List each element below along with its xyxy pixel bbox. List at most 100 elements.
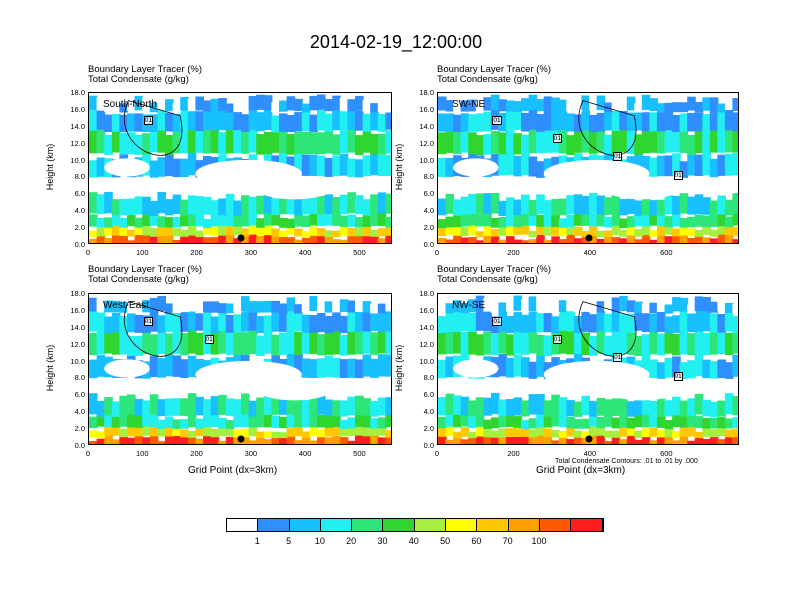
heatmap-cell — [732, 316, 738, 334]
heatmap-cell — [649, 230, 658, 237]
clear-air-region — [104, 158, 150, 177]
heatmap-cell — [294, 198, 303, 216]
heatmap-cell — [195, 111, 204, 131]
heatmap-cell — [203, 413, 212, 427]
heatmap-cell — [490, 233, 500, 243]
heatmap-cell — [445, 223, 455, 235]
heatmap-cell — [581, 298, 590, 312]
heatmap-cell — [248, 234, 258, 243]
heatmap-cell — [119, 301, 128, 313]
heatmap-cell — [702, 97, 711, 111]
heatmap-cell — [203, 108, 212, 130]
heatmap-cell — [475, 193, 485, 214]
heatmap-cell — [96, 431, 106, 438]
y-tick-label: 4.0 — [74, 206, 85, 216]
heatmap-cell — [506, 357, 515, 378]
heatmap-cell — [256, 433, 265, 444]
heatmap-cell — [589, 234, 598, 243]
heatmap-cell — [119, 103, 128, 113]
heatmap-cell — [649, 401, 658, 417]
heatmap-cell — [218, 328, 227, 354]
heatmap-cell — [119, 198, 128, 216]
heatmap-cell — [596, 127, 606, 153]
heatmap-cell — [187, 355, 197, 377]
panel-title-line2: Total Condensate (g/kg) — [437, 274, 538, 285]
heatmap-cell — [475, 113, 485, 132]
heatmap-cell — [225, 425, 235, 437]
heatmap-cell — [589, 400, 598, 417]
heatmap-cell — [589, 301, 598, 313]
heatmap-cell — [641, 231, 651, 243]
x-tick-label: 200 — [507, 248, 520, 257]
heatmap-cell — [672, 333, 681, 356]
heatmap-cell — [589, 424, 598, 436]
heatmap-cell — [573, 211, 583, 226]
heatmap-cell — [332, 134, 341, 155]
heatmap-cell — [180, 419, 189, 429]
heatmap-cell — [210, 301, 220, 313]
heatmap-cell — [96, 412, 106, 427]
x-tick-label: 600 — [660, 449, 673, 458]
heatmap-cell — [203, 433, 212, 444]
heatmap-cell — [619, 229, 628, 237]
heatmap-cell — [732, 239, 738, 243]
heatmap-cell — [157, 441, 166, 444]
heatmap-cell — [271, 210, 280, 226]
heatmap-cell — [187, 308, 197, 331]
heatmap-cell — [385, 435, 391, 444]
heatmap-cell — [385, 330, 391, 355]
heatmap-cell — [611, 417, 621, 429]
heatmap-cell — [279, 432, 288, 439]
heatmap-cell — [233, 223, 242, 236]
heatmap-cell — [521, 299, 530, 312]
heatmap-cell — [438, 316, 447, 334]
heatmap-cell — [656, 112, 666, 132]
heatmap-cell — [339, 400, 349, 417]
heatmap-cell — [134, 398, 144, 416]
heatmap-cell — [709, 301, 719, 313]
heatmap-cell — [724, 95, 734, 110]
heatmap-cell — [317, 94, 326, 110]
heatmap-cell — [104, 432, 113, 444]
heatmap-cell — [566, 331, 575, 355]
heatmap-cell — [225, 303, 235, 314]
heatmap-cell — [438, 416, 447, 429]
heatmap-cell — [317, 109, 326, 131]
heatmap-cell — [543, 313, 553, 333]
heatmap-cell — [332, 412, 341, 427]
heatmap-cell — [355, 110, 364, 131]
heatmap-cell — [127, 97, 136, 111]
heatmap-cell — [279, 394, 288, 415]
heatmap-cell — [370, 309, 379, 331]
heatmap-cell — [157, 358, 166, 378]
heatmap-cell — [256, 218, 265, 228]
heatmap-cell — [483, 193, 492, 214]
heatmap-cell — [483, 97, 492, 111]
heatmap-cell — [317, 228, 326, 237]
heatmap-cell — [203, 399, 212, 417]
heatmap-cell — [119, 432, 128, 444]
contour-label: 01 — [673, 371, 683, 381]
heatmap-cell — [172, 433, 182, 444]
heatmap-cell — [241, 332, 250, 355]
heatmap-cell — [641, 112, 651, 132]
heatmap-cell — [104, 316, 113, 334]
heatmap-cell — [498, 437, 507, 444]
y-tick-label: 2.0 — [74, 424, 85, 434]
heatmap-cell — [347, 440, 356, 444]
y-tick-label: 16.0 — [419, 104, 434, 114]
colorbar-swatch — [571, 519, 603, 531]
heatmap-cell — [210, 412, 220, 427]
colorbar-swatch — [508, 519, 540, 531]
heatmap-cell — [634, 335, 643, 356]
heatmap-cell — [149, 102, 159, 113]
heatmap-cell — [679, 433, 689, 444]
heatmap-cell — [558, 308, 568, 331]
heatmap-cell — [377, 311, 387, 332]
heatmap-cell — [619, 295, 628, 311]
heatmap-cell — [672, 315, 681, 333]
heatmap-cell — [483, 331, 492, 355]
heatmap-cell — [142, 424, 151, 436]
heatmap-cell — [566, 195, 575, 215]
heatmap-cell — [506, 334, 515, 356]
